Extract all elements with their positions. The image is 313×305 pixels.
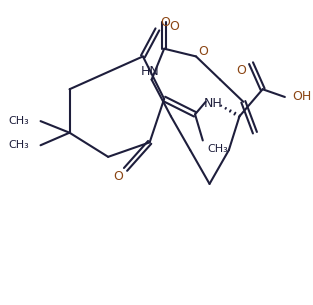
Text: O: O — [198, 45, 208, 58]
Text: NH: NH — [204, 97, 223, 110]
Text: O: O — [169, 20, 179, 33]
Text: O: O — [236, 64, 246, 77]
Text: HN: HN — [140, 65, 159, 78]
Text: OH: OH — [293, 91, 312, 103]
Text: CH₃: CH₃ — [8, 116, 29, 126]
Text: CH₃: CH₃ — [8, 140, 29, 150]
Text: O: O — [160, 16, 170, 29]
Text: O: O — [113, 170, 123, 183]
Text: CH₃: CH₃ — [208, 144, 228, 154]
